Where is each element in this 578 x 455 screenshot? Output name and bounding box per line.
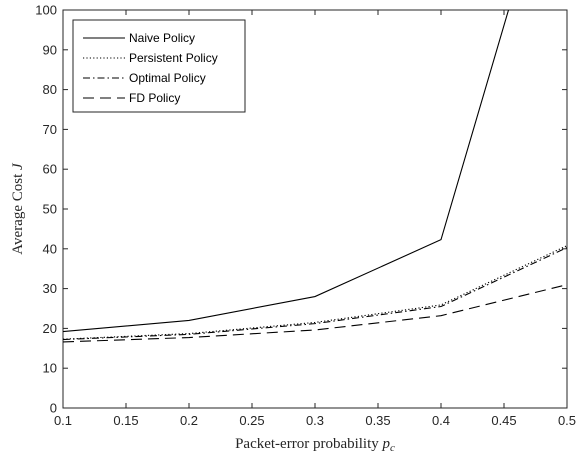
x-tick-label: 0.4 — [432, 413, 450, 428]
legend: Naive Policy Persistent Policy Optimal Pol… — [72, 19, 246, 113]
y-axis-variable: J — [10, 162, 26, 170]
x-tick-label: 0.35 — [365, 413, 390, 428]
x-tick-label: 0.45 — [491, 413, 516, 428]
x-axis-label: Packet-error probability pc — [235, 436, 395, 454]
legend-entry-3: Optimal Policy — [129, 71, 206, 85]
series-line-2 — [63, 245, 567, 340]
legend-box — [72, 19, 246, 113]
series-line-1 — [63, 10, 510, 333]
y-tick-label: 30 — [43, 281, 57, 296]
legend-entry-4: FD Policy — [129, 91, 180, 105]
y-tick-label: 0 — [50, 401, 57, 416]
x-tick-label: 0.15 — [113, 413, 138, 428]
y-tick-label: 10 — [43, 361, 57, 376]
y-tick-label: 70 — [43, 122, 57, 137]
x-tick-label: 0.1 — [54, 413, 72, 428]
series-group — [63, 10, 567, 343]
x-tick-label: 0.3 — [306, 413, 324, 428]
series-line-3 — [63, 247, 567, 341]
y-axis-label: Average Cost J — [10, 162, 26, 255]
y-tick-label: 60 — [43, 162, 57, 177]
y-tick-label: 20 — [43, 321, 57, 336]
x-tick-label: 0.5 — [558, 413, 576, 428]
legend-entry-1: Naive Policy — [129, 31, 195, 45]
legend-entry-2: Persistent Policy — [129, 51, 218, 65]
x-axis-variable-subscript: c — [390, 442, 395, 454]
y-tick-label: 40 — [43, 241, 57, 256]
ticks-group: 0.1 0.15 0.2 0.25 0.3 0.35 0.4 0.45 0.5 0 10 20 30 40… — [35, 3, 576, 429]
y-tick-label: 80 — [43, 82, 57, 97]
x-axis-variable: p — [382, 436, 391, 452]
y-tick-label: 50 — [43, 202, 57, 217]
x-tick-label: 0.2 — [180, 413, 198, 428]
y-tick-label: 90 — [43, 42, 57, 57]
y-tick-label: 100 — [35, 3, 57, 18]
x-tick-label: 0.25 — [239, 413, 264, 428]
